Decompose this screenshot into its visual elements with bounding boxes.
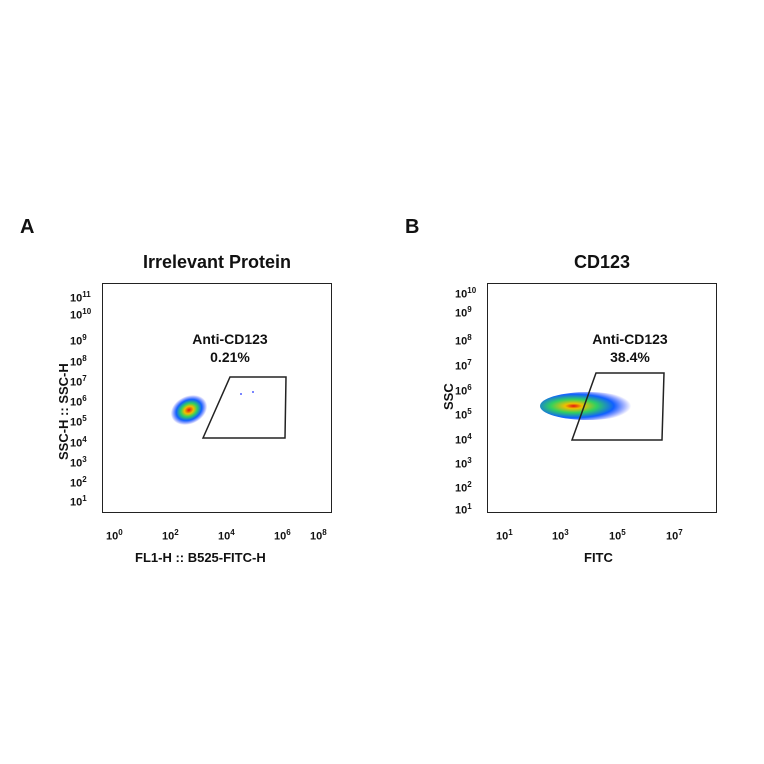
- panel-b-scatter: [540, 372, 665, 441]
- panel-a-gate-label: Anti-CD123 0.21%: [180, 330, 280, 366]
- panel-a-gate-percent: 0.21%: [210, 349, 250, 365]
- panel-b-xlabel: FITC: [584, 550, 613, 565]
- panel-a-plot: [102, 283, 332, 513]
- panel-b-plot: [487, 283, 717, 513]
- panel-a-xlabel: FL1-H :: B525-FITC-H: [135, 550, 266, 565]
- panel-b-ylabel: SSC: [441, 383, 456, 410]
- panel-a-gate-name: Anti-CD123: [192, 331, 268, 347]
- panel-b-gate-name: Anti-CD123: [592, 331, 668, 347]
- panel-a-letter: A: [20, 216, 35, 238]
- panel-b-title: CD123: [573, 252, 631, 272]
- panel-b-gate-percent: 38.4%: [610, 349, 650, 365]
- panel-a-ylabel: SSC-H :: SSC-H: [56, 363, 71, 460]
- panel-a-title: Irrelevant Protein: [142, 252, 292, 272]
- panel-a-scatter: [170, 376, 287, 439]
- panel-b-letter: B: [405, 216, 420, 238]
- panel-b-gate-label: Anti-CD123 38.4%: [575, 330, 685, 366]
